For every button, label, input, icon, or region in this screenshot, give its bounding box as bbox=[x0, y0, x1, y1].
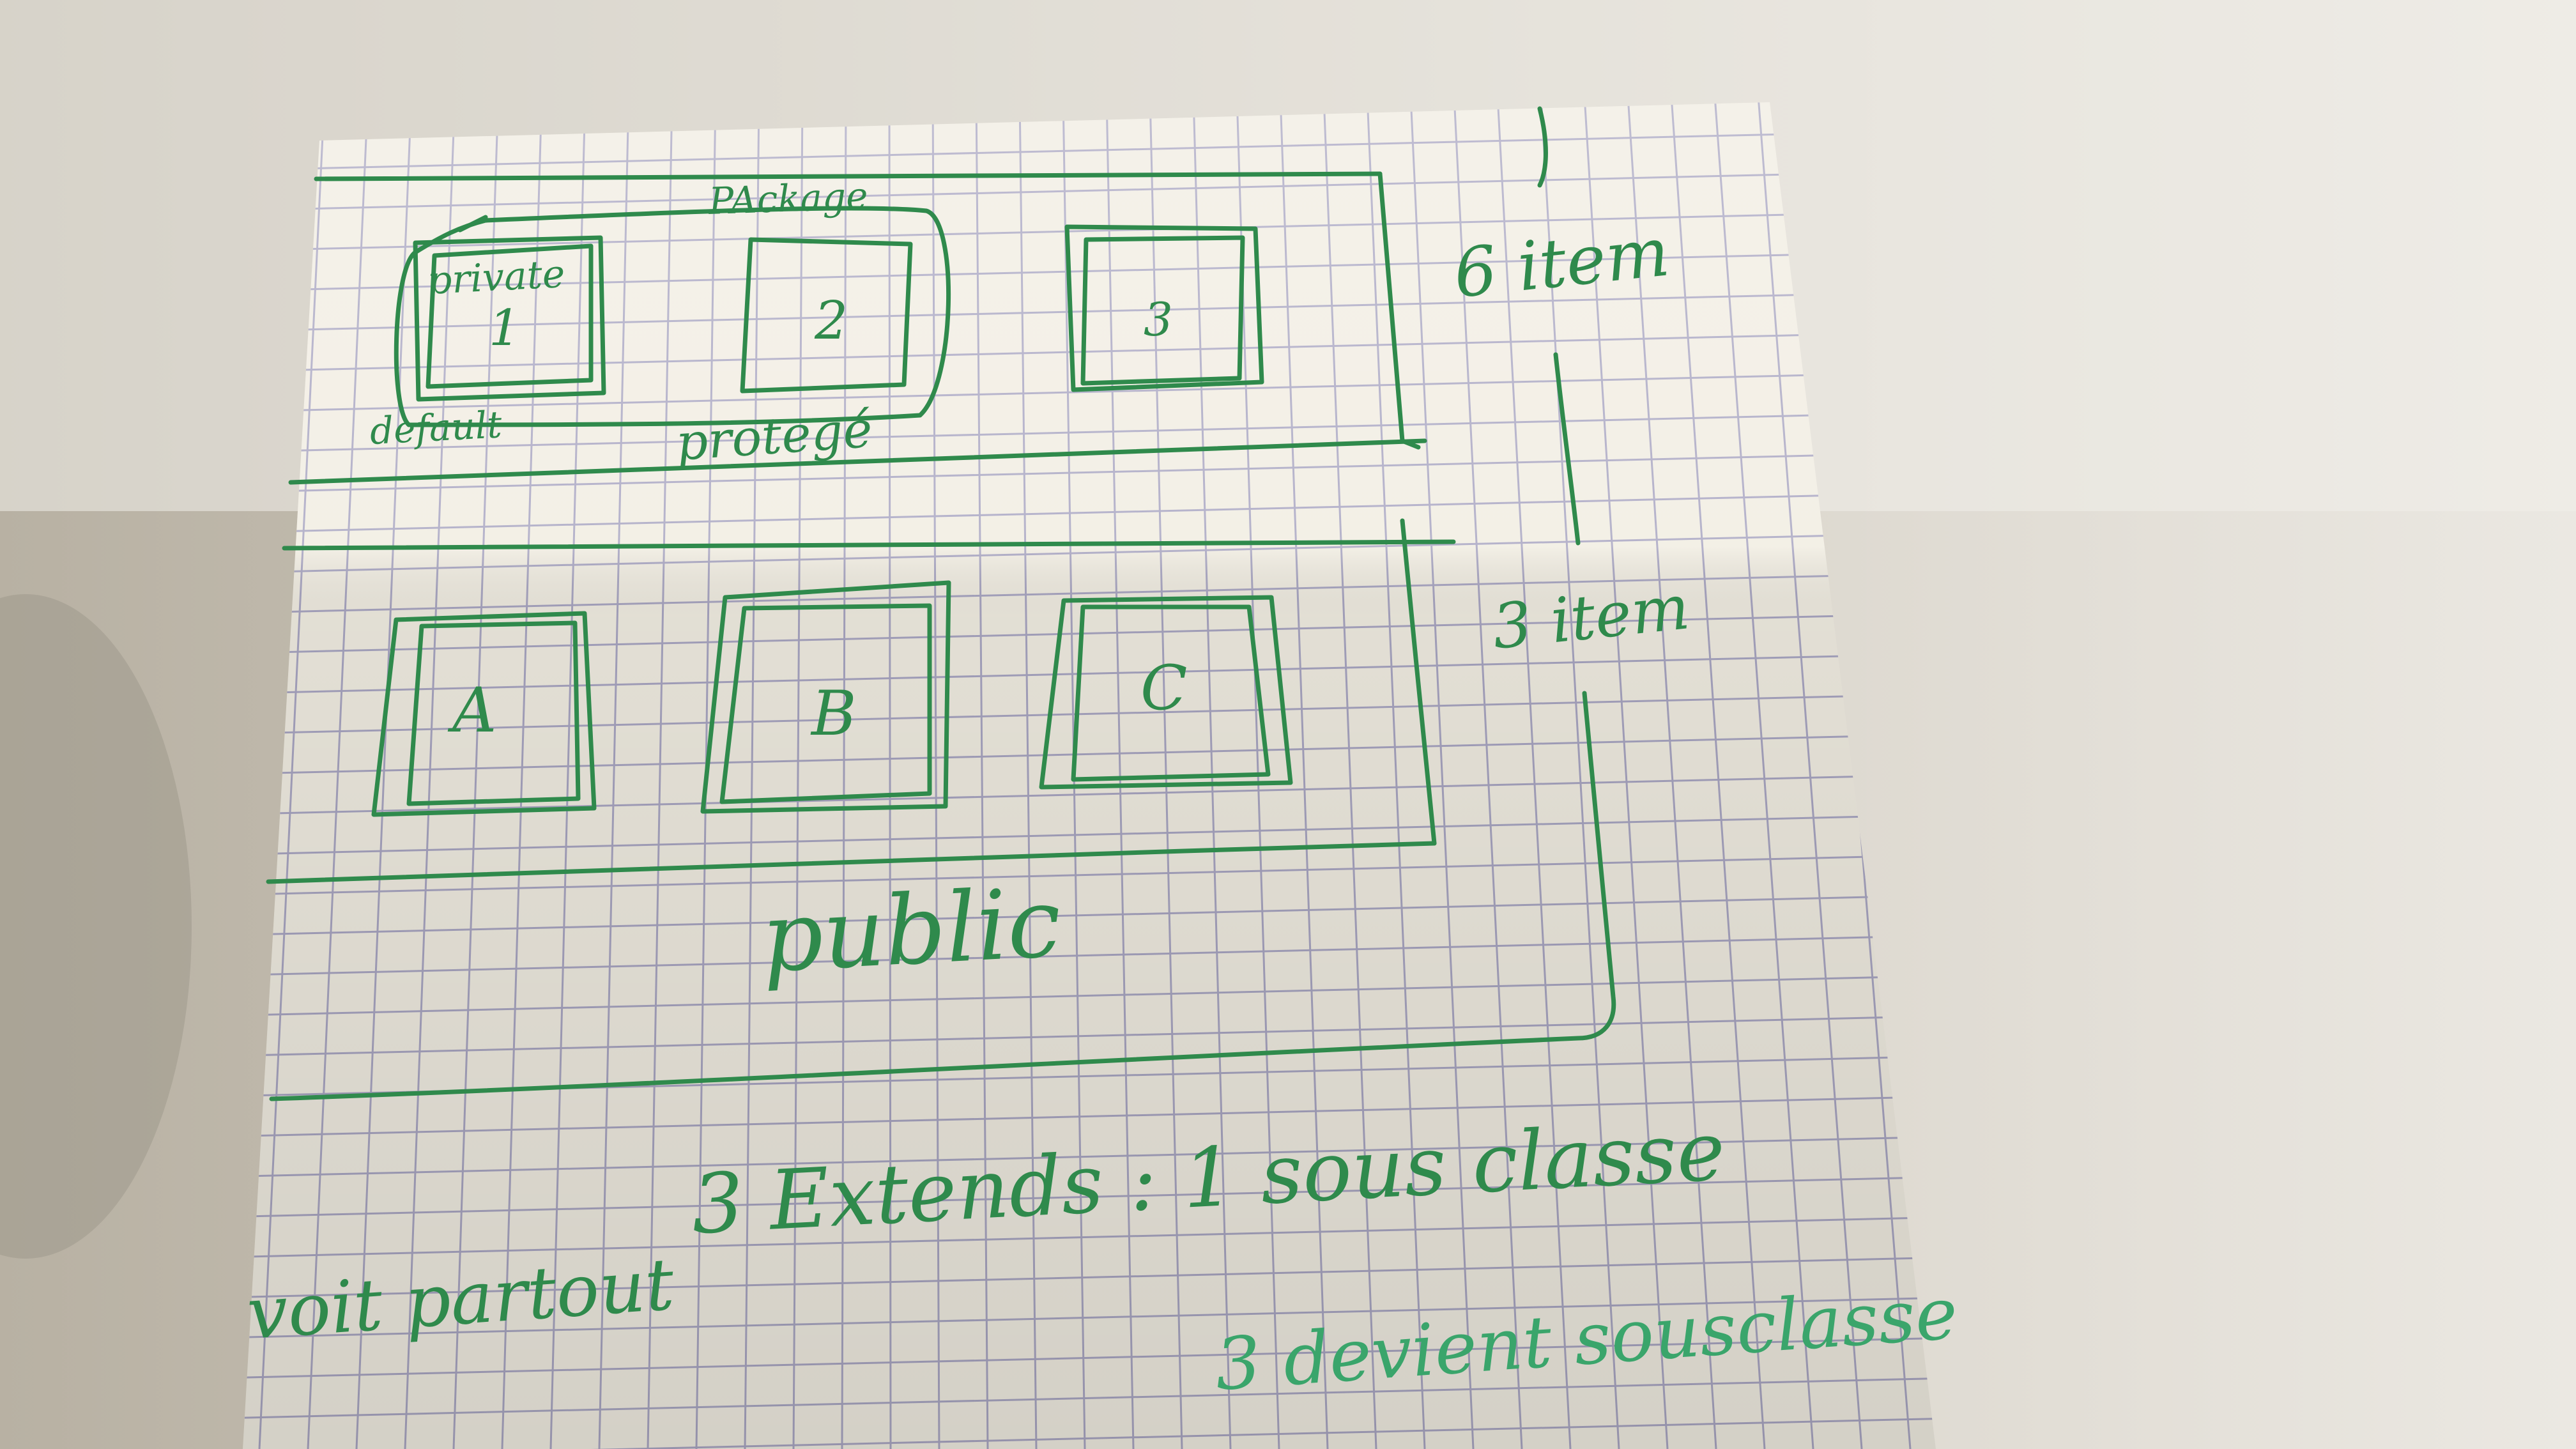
ink-drawing bbox=[266, 106, 1616, 1101]
paper-shading bbox=[243, 102, 1936, 1449]
dark-shadow-left bbox=[0, 594, 192, 1259]
top-line bbox=[314, 171, 1383, 181]
box-1-label: 1 bbox=[489, 300, 521, 357]
package-label: PAckage bbox=[707, 174, 868, 223]
box-c-outer bbox=[1039, 595, 1293, 790]
box-a-inner bbox=[406, 620, 581, 806]
package-section bbox=[288, 171, 1427, 485]
top-box-3-outer bbox=[1064, 224, 1264, 392]
public-frame-right bbox=[1400, 518, 1437, 846]
box-c-label: C bbox=[1140, 652, 1187, 724]
package-loop bbox=[394, 206, 951, 427]
top-box-1-outer bbox=[413, 235, 606, 402]
public-label: public bbox=[759, 868, 1064, 994]
public-section bbox=[266, 518, 1616, 1101]
default-label: default bbox=[369, 402, 503, 453]
outer-bracket bbox=[269, 691, 1616, 1101]
top-box-2 bbox=[740, 237, 913, 394]
top-section-bottom-line bbox=[288, 438, 1427, 485]
separator-line bbox=[282, 539, 1456, 551]
box-b-inner bbox=[719, 603, 932, 804]
vertical-mark-mid bbox=[1553, 352, 1581, 546]
box-a-label: A bbox=[447, 675, 496, 746]
box-2-label: 2 bbox=[814, 291, 848, 351]
box-c-inner bbox=[1071, 604, 1271, 782]
box-3-label: 3 bbox=[1144, 293, 1173, 346]
top-box-3-inner bbox=[1080, 235, 1245, 386]
box-a-outer bbox=[371, 611, 597, 817]
vertical-mark-top bbox=[1537, 106, 1548, 188]
package-arrow bbox=[457, 215, 488, 233]
box-b-outer bbox=[700, 580, 951, 814]
box-b-label: B bbox=[810, 678, 857, 749]
public-frame-bottom bbox=[266, 841, 1437, 884]
protege-label: protegé bbox=[674, 401, 874, 472]
private-label: private bbox=[426, 252, 566, 303]
top-box-1-inner bbox=[425, 243, 594, 389]
top-section-right-edge bbox=[1377, 171, 1421, 450]
